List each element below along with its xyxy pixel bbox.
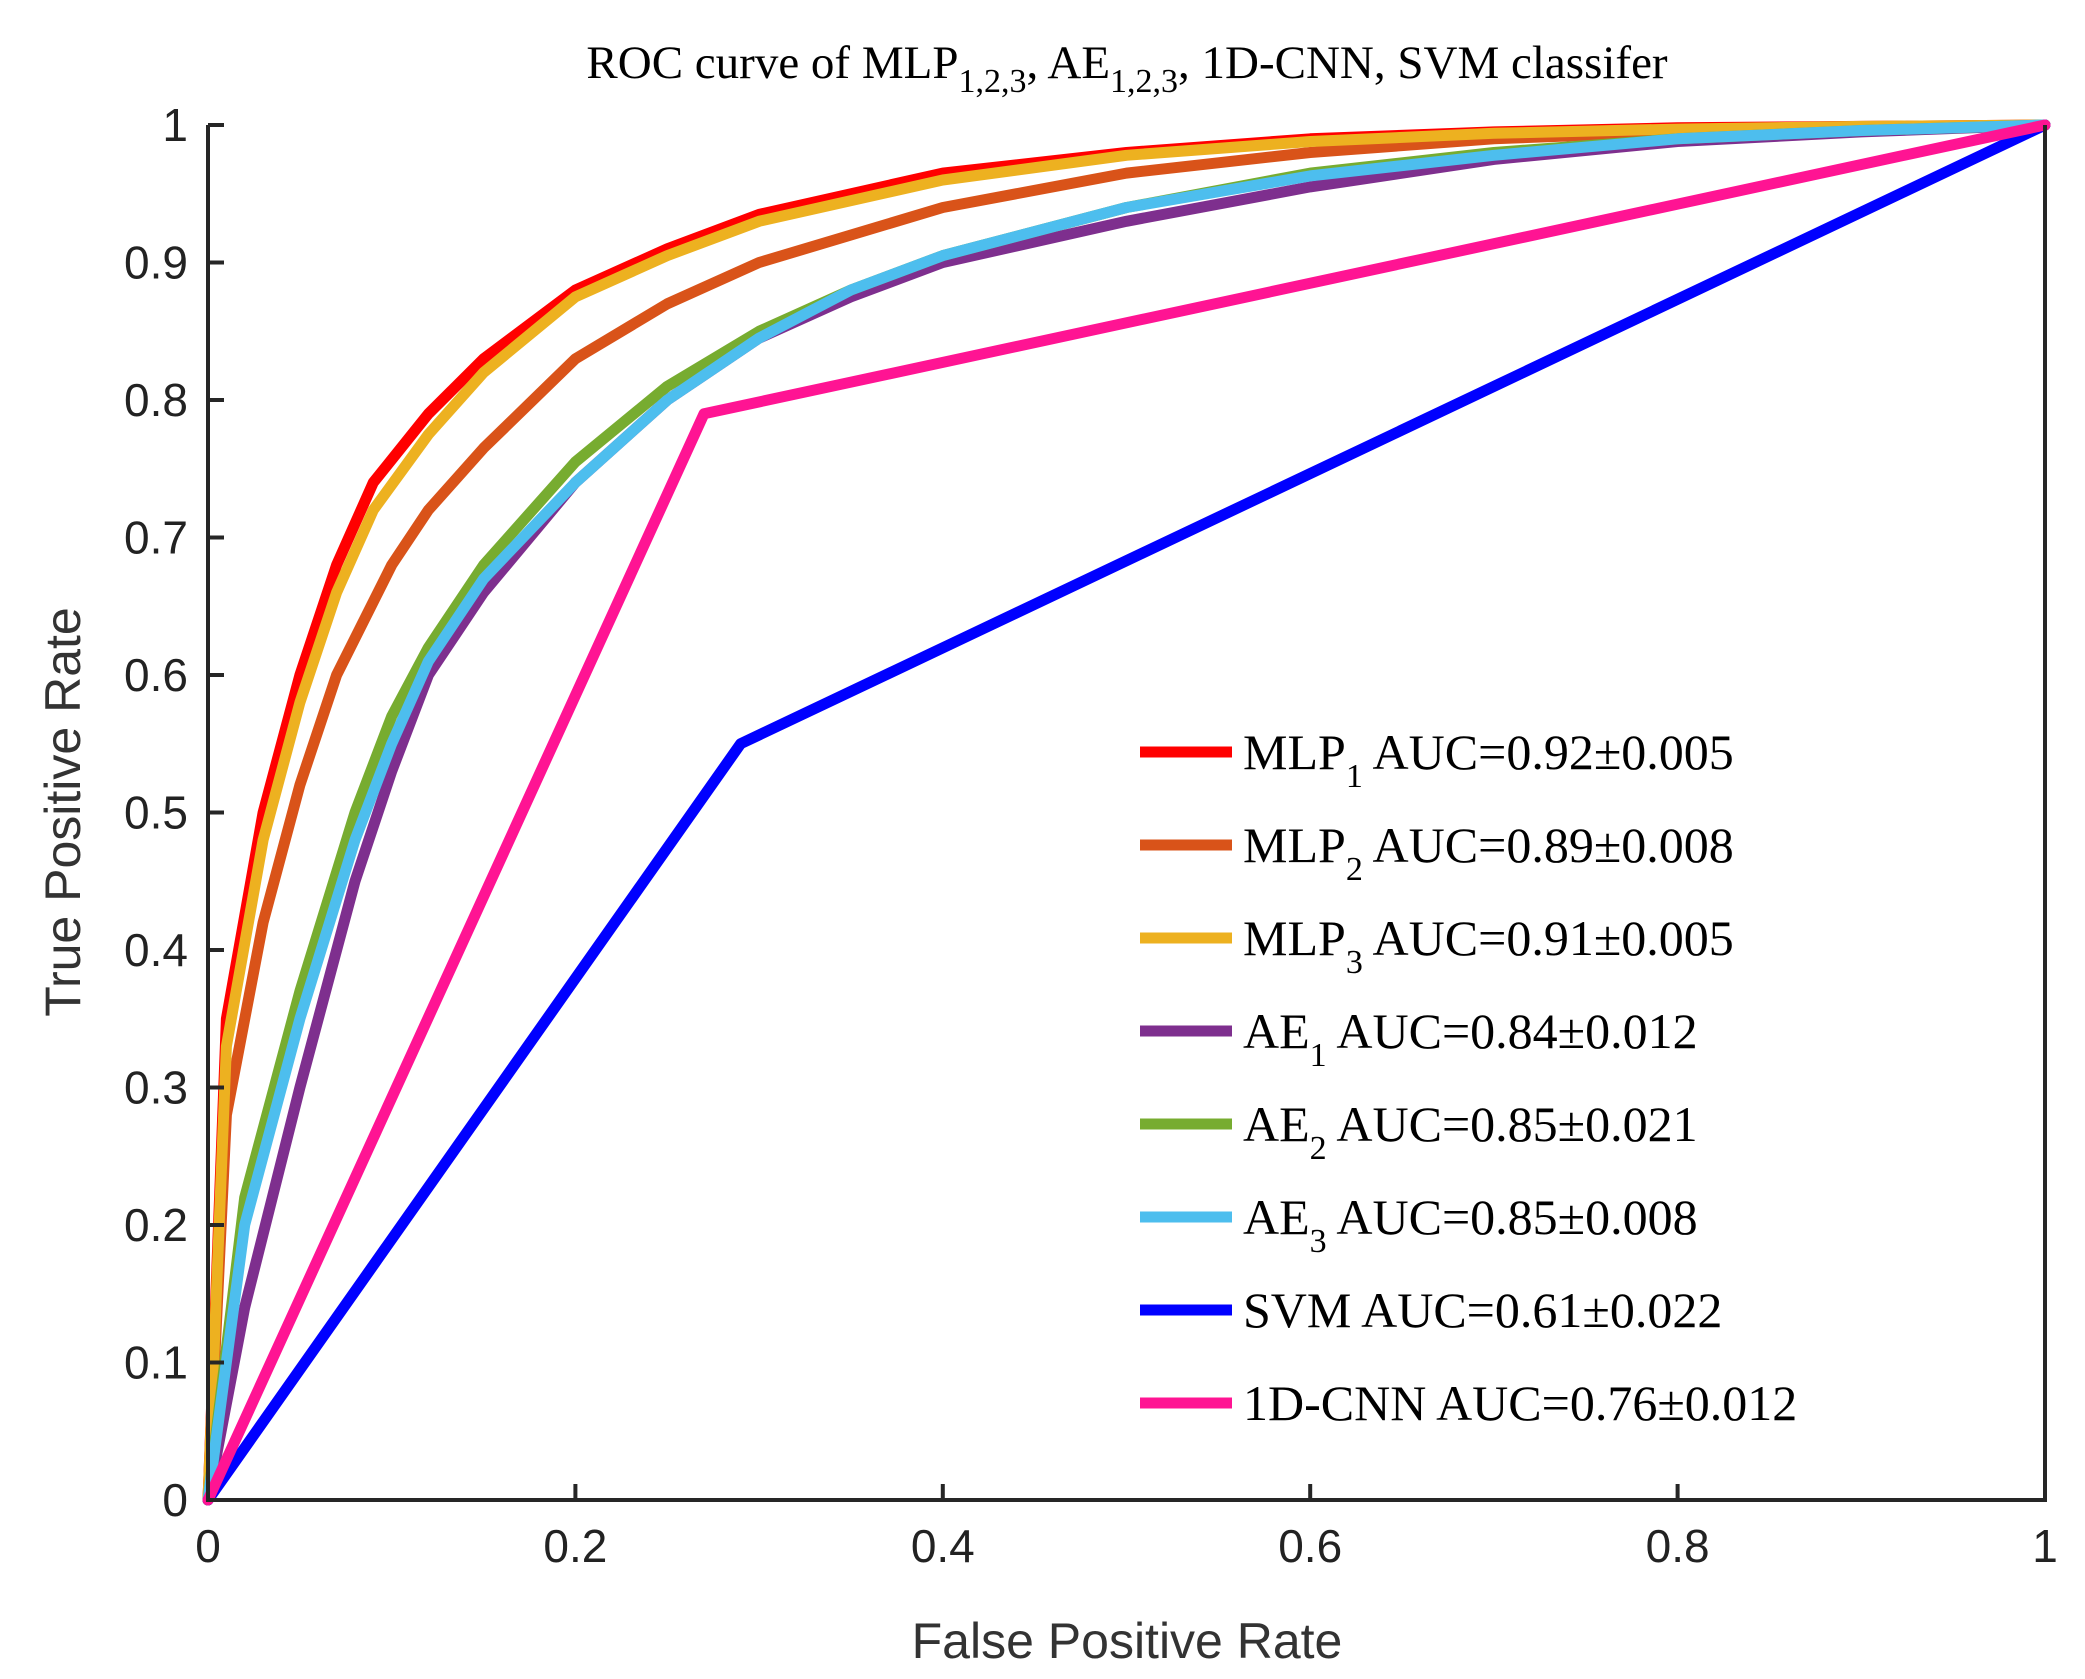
y-tick-label: 0.9 bbox=[124, 237, 188, 289]
y-axis-title: True Positive Rate bbox=[35, 607, 91, 1016]
y-tick-label: 0.7 bbox=[124, 512, 188, 564]
series-line-1d-cnn bbox=[202, 119, 2051, 1506]
series-line-ae1 bbox=[202, 119, 2051, 1506]
legend-label-mlp1: MLP1 AUC=0.92±0.005 bbox=[1243, 724, 1734, 795]
title-subscript: 1,2,3 bbox=[1110, 63, 1178, 100]
legend-label-ae3: AE3 AUC=0.85±0.008 bbox=[1243, 1189, 1698, 1260]
legend-label-mlp3: MLP3 AUC=0.91±0.005 bbox=[1243, 910, 1734, 981]
title-subscript: 1,2,3 bbox=[958, 63, 1026, 100]
title-text: , 1D-CNN, SVM classifer bbox=[1178, 37, 1668, 89]
plot-lines bbox=[202, 119, 2051, 1506]
series-line-mlp2 bbox=[202, 119, 2051, 1506]
series-line-ae2 bbox=[202, 119, 2051, 1506]
series-line-svm bbox=[202, 119, 2051, 1506]
axis-frame bbox=[206, 125, 2047, 1502]
y-tick-label: 0.6 bbox=[124, 649, 188, 701]
x-tick-label: 0.8 bbox=[1646, 1520, 1710, 1572]
legend-label-svm: SVM AUC=0.61±0.022 bbox=[1243, 1282, 1722, 1338]
series-line-mlp1 bbox=[202, 119, 2051, 1506]
y-tick-label: 0 bbox=[162, 1474, 188, 1526]
legend-label-mlp2: MLP2 AUC=0.89±0.008 bbox=[1243, 817, 1734, 888]
legend-label-1d-cnn: 1D-CNN AUC=0.76±0.012 bbox=[1243, 1375, 1797, 1431]
series-line-mlp3 bbox=[202, 119, 2051, 1506]
y-tick-label: 0.8 bbox=[124, 374, 188, 426]
y-tick-label: 0.2 bbox=[124, 1199, 188, 1251]
y-tick-label: 0.4 bbox=[124, 924, 188, 976]
y-tick-label: 1 bbox=[162, 99, 188, 151]
series-line-ae3 bbox=[202, 119, 2051, 1506]
x-tick-label: 0.6 bbox=[1278, 1520, 1342, 1572]
y-tick-label: 0.3 bbox=[124, 1062, 188, 1114]
y-tick-label: 0.1 bbox=[124, 1337, 188, 1389]
legend-label-ae1: AE1 AUC=0.84±0.012 bbox=[1243, 1003, 1698, 1074]
title-text: , AE bbox=[1026, 37, 1110, 89]
x-axis-title: False Positive Rate bbox=[912, 1613, 1343, 1669]
legend-label-ae2: AE2 AUC=0.85±0.021 bbox=[1243, 1096, 1698, 1167]
x-tick-label: 1 bbox=[2032, 1520, 2058, 1572]
y-tick-label: 0.5 bbox=[124, 787, 188, 839]
x-tick-label: 0.2 bbox=[543, 1520, 607, 1572]
axes: 0 0.2 0.4 0.6 0.8 1 0 0.1 0.2 0.3 0.4 0.5 0.6 0.7 0.8 0… bbox=[124, 99, 2058, 1572]
x-tick-label: 0.4 bbox=[911, 1520, 975, 1572]
x-tick-label: 0 bbox=[195, 1520, 221, 1572]
legend: MLP1 AUC=0.92±0.005 MLP2 AUC=0.89±0.008 ML… bbox=[1140, 724, 1797, 1431]
chart-title: ROC curve of MLP1,2,3, AE1,2,3, 1D-CNN, … bbox=[586, 37, 1668, 100]
title-text: ROC curve of MLP bbox=[586, 37, 958, 89]
